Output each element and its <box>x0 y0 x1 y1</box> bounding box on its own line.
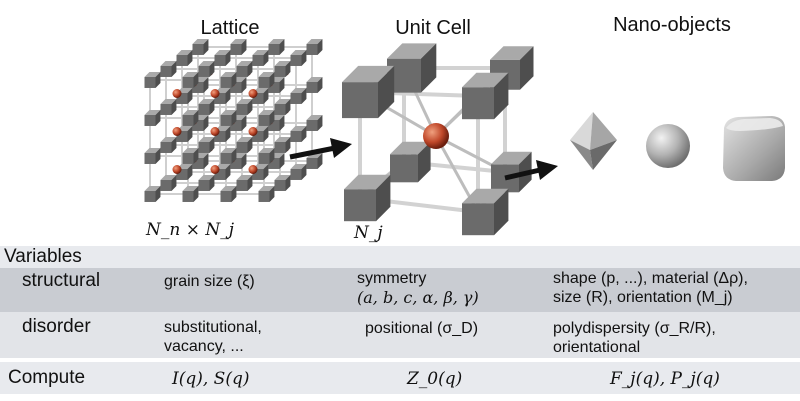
lattice-node-cube <box>258 72 275 88</box>
lattice-node-cube <box>220 72 237 88</box>
center-atom <box>423 123 449 149</box>
lattice-node-cube <box>252 50 269 66</box>
lattice-node-cube <box>182 72 199 88</box>
lattice-node-cube <box>258 186 275 202</box>
disorder-nano-1: polydispersity (σ_R/R), <box>553 320 716 337</box>
compute-lattice: I(q), S(q) <box>172 369 250 389</box>
disorder-lattice-1: substitutional, <box>164 319 262 336</box>
lattice-title: Lattice <box>200 17 260 39</box>
lattice-node-cube <box>268 39 285 55</box>
rounded-cube <box>723 116 785 181</box>
structural-nano-2: size (R), orientation (M_j) <box>553 289 733 306</box>
octahedron <box>570 112 617 170</box>
lattice-atom <box>172 89 182 98</box>
lattice-node-cube <box>220 110 237 126</box>
lattice-node-cube <box>258 110 275 126</box>
lattice-node-cube <box>290 88 307 104</box>
arrow-cell-to-objects <box>504 160 558 181</box>
row-label-compute: Compute <box>8 367 86 388</box>
variables-header: Variables <box>4 246 82 267</box>
lattice-atom <box>210 165 220 174</box>
lattice-node-cube <box>306 77 323 93</box>
unit-cell-count-label: N_j <box>354 223 383 243</box>
unit-cell-title: Unit Cell <box>395 17 471 39</box>
lattice-grid <box>144 39 323 202</box>
lattice-atom <box>172 165 182 174</box>
lattice-node-cube <box>274 61 291 77</box>
lattice-node-cube <box>290 126 307 142</box>
arrow-lattice-to-cell <box>289 138 352 160</box>
lattice-node-cube <box>236 99 253 115</box>
lattice-atom <box>210 127 220 136</box>
lattice-count-label: N_n × N_j <box>146 220 235 240</box>
lattice-atom <box>248 89 258 98</box>
lattice-node-cube <box>182 148 199 164</box>
structural-lattice: grain size (ξ) <box>164 273 255 290</box>
compute-nano: F_j(q), P_j(q) <box>610 369 720 389</box>
lattice-atom <box>210 89 220 98</box>
lattice-node-cube <box>160 99 177 115</box>
lattice-node-cube <box>236 175 253 191</box>
lattice-node-cube <box>290 50 307 66</box>
lattice-node-cube <box>306 115 323 131</box>
lattice-node-cube <box>220 186 237 202</box>
lattice-node-cube <box>230 39 247 55</box>
lattice-node-cube <box>236 61 253 77</box>
lattice-node-cube <box>214 50 231 66</box>
row-label-structural: structural <box>22 270 101 291</box>
lattice-atom <box>248 127 258 136</box>
row-label-disorder: disorder <box>22 316 91 337</box>
unit-cell-corner-cube <box>390 141 431 183</box>
disorder-lattice-2: vacancy, ... <box>164 338 244 355</box>
structural-unit-cell-1: symmetry <box>357 270 427 287</box>
structural-row-band <box>0 268 800 312</box>
lattice-node-cube <box>306 39 323 55</box>
lattice-node-cube <box>236 137 253 153</box>
lattice-node-cube <box>274 175 291 191</box>
lattice-node-cube <box>198 61 215 77</box>
unit-cell-corner-cube <box>462 72 509 120</box>
lattice-node-cube <box>182 186 199 202</box>
lattice-node-cube <box>198 175 215 191</box>
lattice-node-cube <box>182 110 199 126</box>
lattice-atom <box>248 165 258 174</box>
lattice-node-cube <box>160 137 177 153</box>
lattice-node-cube <box>176 50 193 66</box>
lattice-illustration <box>144 39 785 236</box>
disorder-unit-cell: positional (σ_D) <box>365 320 479 337</box>
unit-cell <box>342 43 534 236</box>
lattice-node-cube <box>160 175 177 191</box>
compute-unit-cell: Z_0(q) <box>407 369 463 389</box>
compute-row-band <box>0 362 800 394</box>
unit-cell-corner-cube <box>344 174 391 222</box>
lattice-node-cube <box>252 164 269 180</box>
unit-cell-corner-cube <box>462 188 509 236</box>
lattice-node-cube <box>144 148 161 164</box>
lattice-node-cube <box>144 72 161 88</box>
nano-objects-title: Nano-objects <box>613 14 731 36</box>
unit-cell-corner-cube <box>387 43 437 93</box>
lattice-node-cube <box>198 99 215 115</box>
disorder-nano-2: orientational <box>553 339 641 356</box>
structural-nano-1: shape (p, ...), material (Δρ), <box>553 270 748 287</box>
lattice-node-cube <box>274 137 291 153</box>
lattice-node-cube <box>192 39 209 55</box>
lattice-node-cube <box>274 99 291 115</box>
lattice-node-cube <box>198 137 215 153</box>
sphere <box>646 124 690 168</box>
lattice-node-cube <box>290 164 307 180</box>
variables-header-band <box>0 246 800 268</box>
disorder-row-band <box>0 312 800 358</box>
lattice-node-cube <box>220 148 237 164</box>
lattice-node-cube <box>160 61 177 77</box>
unit-cell-corner-cube <box>342 65 395 119</box>
lattice-atom <box>172 127 182 136</box>
lattice-node-cube <box>258 148 275 164</box>
lattice-node-cube <box>144 186 161 202</box>
structural-unit-cell-2: (a, b, c, α, β, γ) <box>357 288 479 307</box>
lattice-node-cube <box>144 110 161 126</box>
